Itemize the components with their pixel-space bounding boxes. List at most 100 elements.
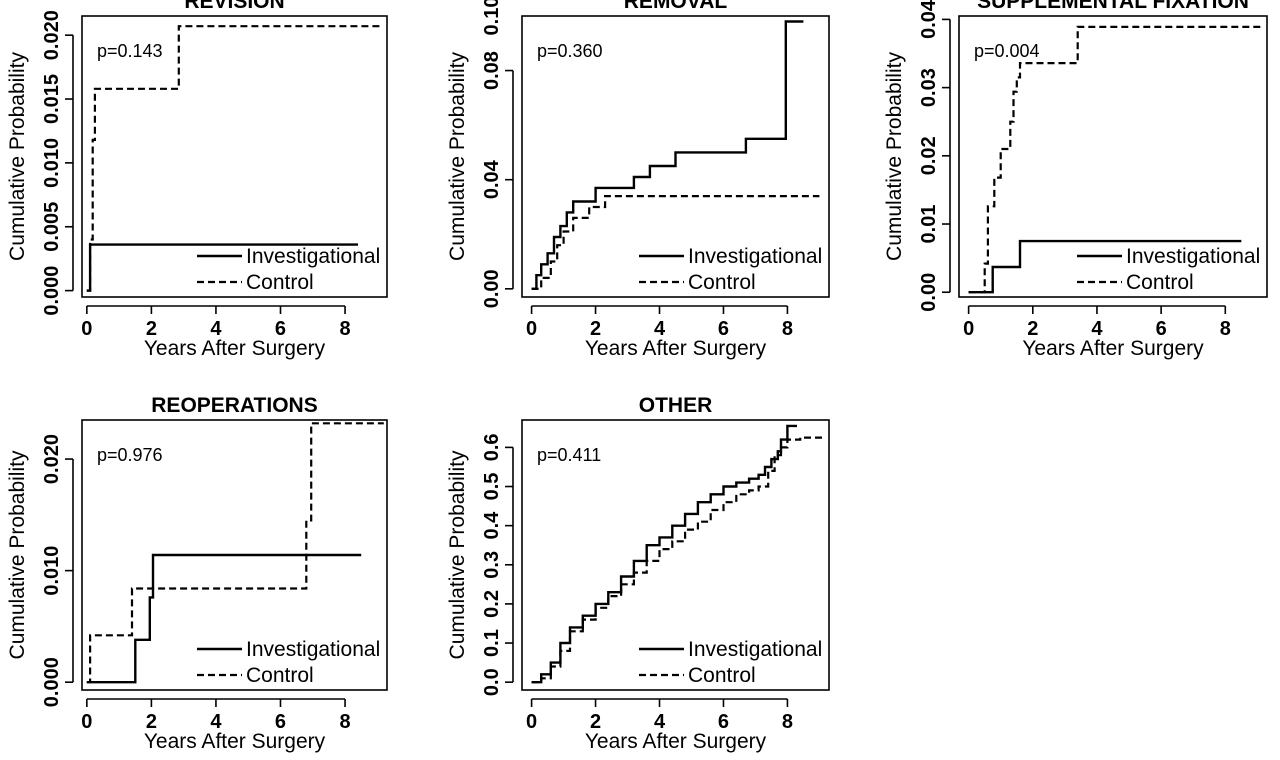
y-tick-label: 0.0 — [481, 668, 503, 696]
y-tick-label: 0.020 — [41, 434, 63, 484]
series-line-investigational — [531, 424, 797, 684]
series-line-investigational — [86, 553, 362, 684]
x-tick-label: 0 — [963, 318, 974, 340]
legend-label: Control — [688, 664, 756, 687]
y-tick-label: 0.08 — [481, 51, 503, 90]
x-tick-label: 6 — [718, 711, 729, 733]
x-tick-label: 4 — [1091, 318, 1103, 340]
x-axis-label: Years After Surgery — [585, 337, 767, 360]
legend-label: Investigational — [688, 638, 822, 661]
x-tick-label: 2 — [146, 711, 157, 733]
y-tick-label: 0.010 — [41, 138, 63, 188]
x-tick-label: 0 — [81, 318, 92, 340]
series-line-control — [531, 195, 820, 290]
y-tick-label: 0.005 — [41, 202, 63, 252]
x-tick-label: 8 — [1220, 318, 1231, 340]
series-line-control — [968, 25, 1264, 294]
chart-title: REOPERATIONS — [151, 394, 317, 417]
x-tick-label: 8 — [782, 318, 793, 340]
y-tick-label: 0.1 — [481, 629, 503, 657]
plot-frame — [81, 419, 388, 691]
legend-label: Investigational — [1126, 245, 1260, 268]
chart-panel-1: REVISION 0 2 4 6 8 Years After Surgery 0.000 0.0… — [6, 0, 388, 360]
series-line-investigational — [968, 239, 1242, 294]
plot-frame — [81, 15, 388, 298]
legend-label: Investigational — [688, 245, 822, 268]
x-tick-label: 8 — [339, 318, 350, 340]
p-value-annotation: p=0.411 — [537, 445, 601, 465]
y-tick-label: 0.010 — [41, 546, 63, 596]
p-value-annotation: p=0.004 — [974, 41, 1040, 61]
p-value-annotation: p=0.143 — [97, 41, 163, 61]
x-axis-label: Years After Surgery — [144, 730, 326, 753]
x-tick-label: 6 — [275, 711, 286, 733]
plot-frame — [521, 15, 830, 298]
y-tick-label: 0.00 — [481, 269, 503, 308]
y-axis-label: Cumulative Probability — [446, 52, 469, 261]
x-axis-label: Years After Surgery — [1022, 337, 1204, 360]
legend-label: Control — [246, 664, 314, 687]
y-tick-label: 0.01 — [918, 205, 940, 244]
y-tick-label: 0.2 — [481, 590, 503, 618]
x-tick-label: 0 — [81, 711, 92, 733]
x-tick-label: 2 — [1027, 318, 1038, 340]
x-tick-label: 8 — [782, 711, 793, 733]
series-line-control — [86, 422, 384, 684]
y-tick-label: 0.4 — [481, 511, 503, 540]
chart-title: OTHER — [639, 394, 713, 417]
p-value-annotation: p=0.360 — [537, 41, 603, 61]
y-axis-label: Cumulative Probability — [883, 52, 906, 261]
chart-panel-4: REOPERATIONS 0 2 4 6 8 Years After Surgery 0.00… — [6, 394, 388, 753]
y-tick-label: 0.020 — [41, 10, 63, 60]
y-tick-label: 0.5 — [481, 473, 503, 501]
legend-label: Investigational — [246, 245, 380, 268]
y-tick-label: 0.02 — [918, 136, 940, 175]
legend-label: Control — [688, 271, 756, 294]
x-tick-label: 6 — [718, 318, 729, 340]
y-tick-label: 0.000 — [41, 266, 63, 316]
y-tick-label: 0.10 — [481, 0, 503, 35]
x-tick-label: 2 — [146, 318, 157, 340]
y-tick-label: 0.6 — [481, 433, 503, 461]
y-tick-label: 0.00 — [918, 273, 940, 312]
x-axis-label: Years After Surgery — [585, 730, 767, 753]
legend-label: Control — [1126, 271, 1194, 294]
plot-frame — [958, 15, 1268, 298]
y-tick-label: 0.04 — [918, 0, 940, 39]
x-tick-label: 8 — [339, 711, 350, 733]
series-line-control — [86, 25, 381, 292]
y-axis-label: Cumulative Probability — [6, 52, 29, 261]
x-tick-label: 4 — [210, 318, 222, 340]
x-tick-label: 0 — [526, 318, 537, 340]
chart-title: SUPPLEMENTAL FIXATION — [977, 0, 1249, 13]
chart-title: REMOVAL — [624, 0, 728, 13]
y-tick-label: 0.3 — [481, 551, 503, 579]
x-axis-label: Years After Surgery — [144, 337, 326, 360]
y-tick-label: 0.000 — [41, 657, 63, 707]
y-tick-label: 0.04 — [481, 159, 503, 199]
x-tick-label: 4 — [654, 318, 666, 340]
x-tick-label: 6 — [1156, 318, 1167, 340]
x-tick-label: 2 — [590, 711, 601, 733]
x-tick-label: 4 — [210, 711, 222, 733]
legend-label: Control — [246, 271, 314, 294]
chart-title: REVISION — [184, 0, 284, 13]
y-tick-label: 0.015 — [41, 74, 63, 124]
y-tick-label: 0.03 — [918, 68, 940, 107]
x-tick-label: 0 — [526, 711, 537, 733]
chart-panel-5: OTHER 0 2 4 6 8 Years After Surgery 0.0 0.1 0.2 0.… — [446, 394, 830, 753]
chart-panel-3: SUPPLEMENTAL FIXATION 0 2 4 6 8 Years After Su… — [883, 0, 1268, 360]
y-axis-label: Cumulative Probability — [446, 450, 469, 659]
series-line-investigational — [531, 20, 804, 290]
x-tick-label: 4 — [654, 711, 666, 733]
series-line-control — [531, 436, 826, 684]
p-value-annotation: p=0.976 — [97, 445, 163, 465]
legend-label: Investigational — [246, 638, 380, 661]
plot-frame — [521, 419, 830, 691]
x-tick-label: 6 — [275, 318, 286, 340]
y-axis-label: Cumulative Probability — [6, 450, 29, 659]
x-tick-label: 2 — [590, 318, 601, 340]
chart-panel-2: REMOVAL 0 2 4 6 8 Years After Surgery 0.00 0.04 0… — [446, 0, 830, 360]
